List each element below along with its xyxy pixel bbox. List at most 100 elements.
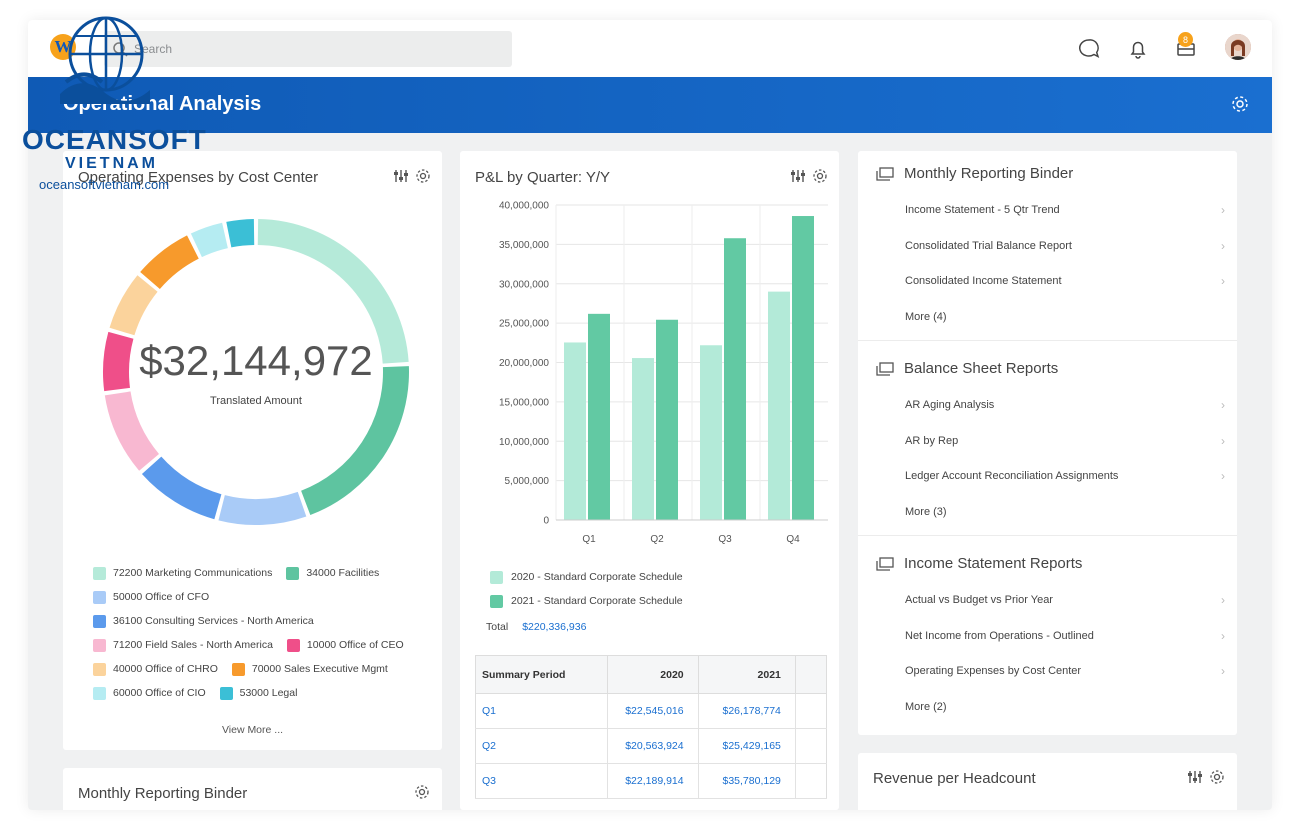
bar[interactable]	[564, 342, 586, 520]
legend-label: 60000 Office of CIO	[113, 687, 206, 699]
page-header-banner: Operational Analysis	[28, 77, 1272, 133]
report-link[interactable]: Consolidated Income Statement ›	[905, 274, 1225, 288]
oceansoft-watermark: OCEANSOFT VIETNAM oceansoftvietnam.com	[10, 14, 210, 192]
chevron-right-icon: ›	[1221, 593, 1225, 607]
legend-item: 36100 Consulting Services - North Americ…	[93, 614, 314, 628]
period-link[interactable]: Q3	[475, 763, 609, 799]
report-link[interactable]: Income Statement - 5 Qtr Trend ›	[905, 203, 1225, 217]
more-link[interactable]: More (3)	[905, 506, 947, 518]
total-row: Total $220,336,936	[486, 621, 586, 633]
period-link[interactable]: Q1	[475, 693, 609, 729]
donut-legend: 72200 Marketing Communications 34000 Fac…	[93, 561, 453, 705]
column-header: 2020	[607, 655, 699, 694]
report-link[interactable]: Net Income from Operations - Outlined ›	[905, 629, 1225, 643]
divider	[858, 340, 1237, 341]
chevron-right-icon: ›	[1221, 203, 1225, 217]
report-link[interactable]: AR by Rep ›	[905, 434, 1225, 448]
search-input[interactable]: Search	[104, 31, 512, 67]
donut-chart	[103, 219, 409, 525]
donut-center-label: Translated Amount	[210, 395, 302, 407]
card-settings-gear-icon[interactable]	[812, 168, 828, 184]
donut-segment[interactable]	[103, 331, 134, 392]
report-link[interactable]: Ledger Account Reconciliation Assignment…	[905, 469, 1225, 483]
legend-swatch	[231, 662, 245, 676]
card-title: P&L by Quarter: Y/Y	[475, 169, 611, 186]
x-tick-label: Q3	[718, 534, 732, 545]
y-tick-label: 20,000,000	[499, 358, 549, 369]
table-row: Q1 $22,545,016 $26,178,774	[475, 693, 827, 729]
card-settings-gear-icon[interactable]	[415, 168, 431, 184]
reports-card: Monthly Reporting Binder Income Statemen…	[858, 151, 1237, 735]
period-link[interactable]: Q2	[475, 728, 609, 764]
bar[interactable]	[632, 358, 654, 520]
bar-legend: 2020 - Standard Corporate Schedule 2021 …	[490, 565, 683, 613]
value-link[interactable]: $22,189,914	[607, 763, 699, 799]
donut-segment[interactable]	[218, 491, 307, 525]
bar[interactable]	[792, 216, 814, 520]
legend-item: 72200 Marketing Communications	[93, 566, 272, 580]
value-link[interactable]: $35,780,129	[698, 763, 796, 799]
legend-swatch	[286, 566, 300, 580]
chevron-right-icon: ›	[1221, 239, 1225, 253]
report-stack-icon	[876, 361, 894, 376]
report-link[interactable]: Operating Expenses by Cost Center ›	[905, 664, 1225, 678]
globe-wave-logo	[60, 16, 150, 104]
chevron-right-icon: ›	[1221, 469, 1225, 483]
y-tick-label: 30,000,000	[499, 279, 549, 290]
bar[interactable]	[588, 313, 610, 520]
filter-sliders-icon[interactable]	[790, 168, 806, 184]
legend-swatch	[93, 662, 106, 676]
view-more-link[interactable]: View More ...	[221, 724, 284, 736]
report-link[interactable]: Consolidated Trial Balance Report ›	[905, 239, 1225, 253]
section-title: Income Statement Reports	[904, 555, 1083, 572]
legend-item: 2021 - Standard Corporate Schedule	[490, 589, 683, 613]
card-settings-gear-icon[interactable]	[414, 784, 430, 800]
report-link[interactable]: Actual vs Budget vs Prior Year ›	[905, 593, 1225, 607]
more-link[interactable]: More (4)	[905, 311, 947, 323]
summary-table: Summary Period 2020 2021 Q1 $22,545,016 …	[475, 655, 827, 799]
legend-item: 50000 Office of CFO	[93, 590, 210, 604]
bar[interactable]	[724, 238, 746, 520]
donut-segment[interactable]	[140, 235, 200, 290]
donut-segment[interactable]	[104, 391, 160, 471]
bar[interactable]	[768, 291, 790, 520]
legend-label: 2020 - Standard Corporate Schedule	[511, 571, 683, 583]
card-settings-gear-icon[interactable]	[1209, 769, 1225, 785]
legend-item: 53000 Legal	[219, 686, 297, 700]
donut-segment[interactable]	[109, 275, 158, 336]
legend-swatch	[490, 570, 503, 584]
legend-item: 40000 Office of CHRO	[93, 662, 218, 676]
watermark-country: VIETNAM	[65, 155, 158, 172]
donut-segment[interactable]	[190, 222, 229, 258]
watermark-url: oceansoftvietnam.com	[39, 177, 170, 192]
donut-segment[interactable]	[226, 219, 255, 248]
legend-label: 50000 Office of CFO	[113, 591, 210, 603]
card-title: Operating Expenses by Cost Center	[78, 169, 319, 186]
legend-swatch	[93, 638, 106, 652]
filter-sliders-icon[interactable]	[1187, 769, 1203, 785]
value-link[interactable]: $20,563,924	[607, 728, 699, 764]
filter-sliders-icon[interactable]	[393, 168, 409, 184]
donut-segment[interactable]	[300, 366, 409, 516]
total-value[interactable]: $220,336,936	[522, 621, 587, 633]
value-link[interactable]: $25,429,165	[698, 728, 796, 764]
notifications-bell-icon[interactable]	[1126, 37, 1150, 61]
bar[interactable]	[656, 319, 678, 520]
inbox-count-badge: 8	[1178, 32, 1193, 47]
report-link[interactable]: AR Aging Analysis ›	[905, 398, 1225, 412]
legend-swatch	[93, 590, 106, 604]
donut-segment[interactable]	[141, 456, 222, 520]
legend-swatch	[286, 638, 300, 652]
legend-item: 10000 Office of CEO	[286, 638, 404, 652]
x-tick-label: Q2	[650, 534, 664, 545]
donut-segment[interactable]	[257, 219, 409, 364]
user-avatar[interactable]	[1225, 34, 1251, 60]
chat-icon[interactable]	[1077, 37, 1101, 61]
bar[interactable]	[700, 345, 722, 520]
value-link[interactable]: $22,545,016	[607, 693, 699, 729]
more-link[interactable]: More (2)	[905, 701, 947, 713]
value-link[interactable]: $26,178,774	[698, 693, 796, 729]
revenue-per-headcount-card: Revenue per Headcount	[858, 753, 1237, 810]
legend-label: 40000 Office of CHRO	[113, 663, 218, 675]
settings-gear-icon[interactable]	[1230, 94, 1250, 114]
